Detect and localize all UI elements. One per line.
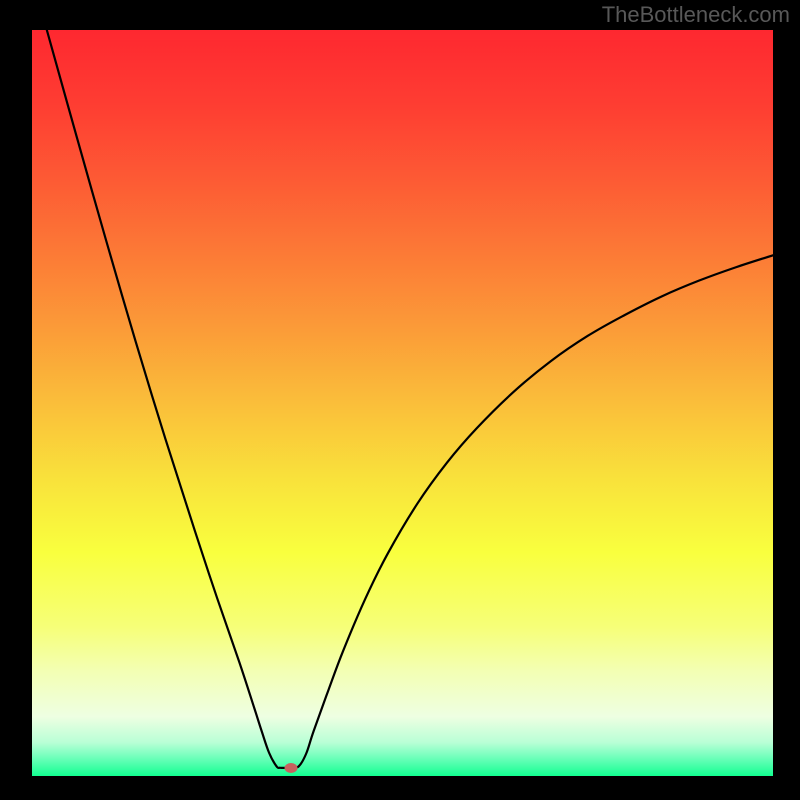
watermark-text: TheBottleneck.com [602,2,790,28]
optimal-marker [285,763,298,773]
plot-area [32,30,773,776]
bottleneck-curve [32,30,773,776]
